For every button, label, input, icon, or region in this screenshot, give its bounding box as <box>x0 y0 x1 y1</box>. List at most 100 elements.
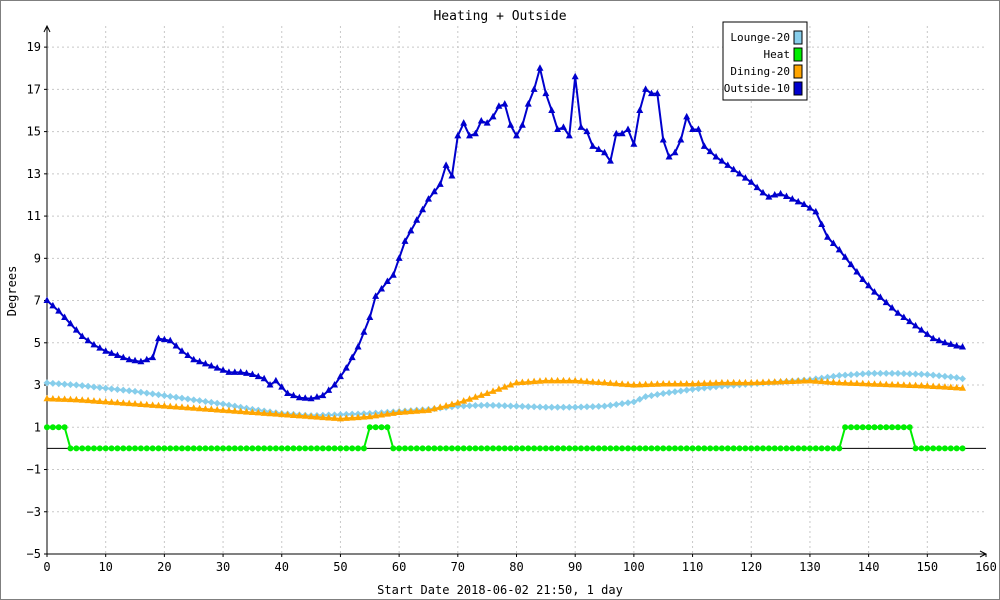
data-point-dining-20 <box>78 396 86 403</box>
data-point-dining-20 <box>677 379 685 387</box>
data-point-lounge-20 <box>166 392 174 400</box>
data-point-heat <box>431 445 438 452</box>
data-point-heat <box>337 445 344 452</box>
data-point-dining-20 <box>606 379 614 386</box>
data-point-outside-10 <box>595 145 603 153</box>
x-tick-label: 160 <box>975 560 997 574</box>
data-point-outside-10 <box>888 303 896 311</box>
data-point-dining-20 <box>307 412 315 420</box>
data-point-heat <box>842 424 849 431</box>
data-point-lounge-20 <box>841 371 849 379</box>
data-point-heat <box>830 445 837 452</box>
data-point-outside-10 <box>90 340 98 348</box>
data-point-heat <box>578 445 585 452</box>
data-point-outside-10 <box>66 319 74 327</box>
data-point-lounge-20 <box>137 388 145 396</box>
data-point-lounge-20 <box>149 390 157 398</box>
data-point-lounge-20 <box>213 399 221 407</box>
data-point-lounge-20 <box>143 389 151 397</box>
data-point-heat <box>220 445 227 452</box>
data-point-heat <box>812 445 819 452</box>
data-point-lounge-20 <box>959 375 967 383</box>
data-point-dining-20 <box>454 398 462 406</box>
data-point-lounge-20 <box>595 402 603 410</box>
data-point-lounge-20 <box>471 402 479 410</box>
data-point-heat <box>378 424 385 431</box>
data-point-heat <box>126 445 133 452</box>
data-point-lounge-20 <box>207 398 215 406</box>
data-point-lounge-20 <box>947 373 955 381</box>
data-point-lounge-20 <box>72 381 80 389</box>
data-point-dining-20 <box>782 377 790 385</box>
data-point-lounge-20 <box>49 379 57 387</box>
data-point-dining-20 <box>489 387 497 394</box>
data-point-heat <box>384 424 391 431</box>
data-point-outside-10 <box>554 125 562 132</box>
data-point-heat <box>425 445 432 452</box>
data-point-outside-10 <box>489 112 497 120</box>
data-point-outside-10 <box>736 169 744 177</box>
data-point-dining-20 <box>272 410 280 417</box>
data-point-heat <box>501 445 508 452</box>
data-point-outside-10 <box>354 343 362 350</box>
data-point-dining-20 <box>424 406 432 413</box>
data-point-outside-10 <box>565 131 573 139</box>
data-point-outside-10 <box>536 64 544 71</box>
data-point-dining-20 <box>243 408 251 415</box>
data-point-heat <box>137 445 144 452</box>
data-point-outside-10 <box>72 326 80 333</box>
data-point-dining-20 <box>818 377 826 385</box>
y-tick-label: 11 <box>27 209 41 223</box>
data-point-outside-10 <box>882 298 890 306</box>
data-point-outside-10 <box>55 307 63 314</box>
data-point-heat <box>660 445 667 452</box>
data-point-dining-20 <box>501 383 509 390</box>
data-point-lounge-20 <box>336 411 344 419</box>
data-point-heat <box>695 445 702 452</box>
data-point-dining-20 <box>571 376 579 384</box>
data-point-heat <box>49 424 56 431</box>
data-point-outside-10 <box>436 180 444 187</box>
data-point-lounge-20 <box>636 395 644 403</box>
data-point-dining-20 <box>894 381 902 388</box>
data-point-dining-20 <box>289 411 297 418</box>
data-point-lounge-20 <box>190 396 198 404</box>
data-point-dining-20 <box>119 399 127 406</box>
data-point-outside-10 <box>782 192 790 200</box>
data-point-outside-10 <box>389 271 397 278</box>
data-point-dining-20 <box>724 378 732 386</box>
data-point-outside-10 <box>806 204 814 211</box>
data-point-lounge-20 <box>559 403 567 411</box>
legend-label: Lounge-20 <box>730 31 790 44</box>
data-point-dining-20 <box>378 411 386 418</box>
data-point-dining-20 <box>190 404 198 411</box>
data-point-dining-20 <box>260 409 268 416</box>
data-point-lounge-20 <box>865 369 873 377</box>
data-point-dining-20 <box>172 403 180 410</box>
data-point-outside-10 <box>254 372 262 380</box>
data-point-outside-10 <box>501 100 509 107</box>
x-tick-label: 60 <box>392 560 406 574</box>
data-point-dining-20 <box>90 397 98 404</box>
data-point-outside-10 <box>190 355 198 363</box>
data-point-lounge-20 <box>894 369 902 377</box>
data-point-heat <box>454 445 461 452</box>
data-point-dining-20 <box>812 377 820 384</box>
x-tick-label: 140 <box>858 560 880 574</box>
data-point-dining-20 <box>753 378 761 386</box>
series-heat <box>44 424 966 452</box>
data-point-lounge-20 <box>665 389 673 397</box>
data-point-heat <box>818 445 825 452</box>
data-point-outside-10 <box>747 178 755 185</box>
data-point-heat <box>654 445 661 452</box>
data-point-lounge-20 <box>178 394 186 402</box>
data-point-lounge-20 <box>237 403 245 411</box>
data-point-lounge-20 <box>912 370 920 378</box>
data-point-heat <box>936 445 943 452</box>
data-point-heat <box>536 445 543 452</box>
data-point-heat <box>67 445 74 452</box>
data-point-lounge-20 <box>583 403 591 411</box>
data-point-outside-10 <box>959 343 967 350</box>
data-point-outside-10 <box>636 106 644 113</box>
data-point-heat <box>102 445 109 452</box>
